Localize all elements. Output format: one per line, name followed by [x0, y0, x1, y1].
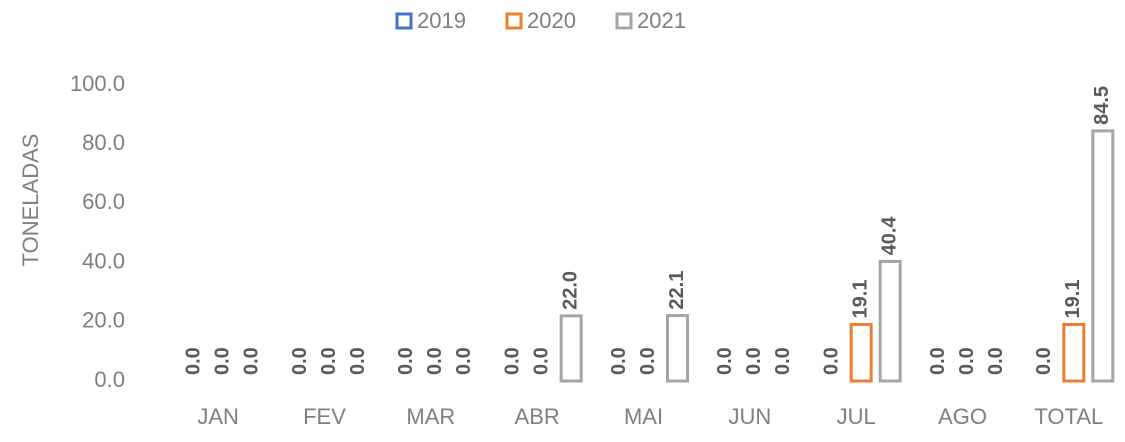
- y-tick-label: 100.0: [70, 71, 125, 96]
- bar: [559, 314, 583, 383]
- x-tick-label: MAI: [624, 404, 663, 429]
- data-label: 22.0: [559, 271, 581, 310]
- data-label: 19.1: [849, 280, 871, 319]
- x-tick-label: JUN: [728, 404, 771, 429]
- data-label: 0.0: [318, 347, 340, 375]
- legend-swatch: [615, 12, 633, 30]
- x-tick-label: JUL: [837, 404, 876, 429]
- x-tick-label: FEV: [303, 404, 346, 429]
- bar: [849, 322, 873, 383]
- x-tick-label: AGO: [938, 404, 987, 429]
- data-label: 0.0: [714, 347, 736, 375]
- legend-swatch: [395, 12, 413, 30]
- data-label: 22.1: [666, 271, 688, 310]
- x-tick-label: JAN: [197, 404, 239, 429]
- legend-swatch: [505, 12, 523, 30]
- data-label: 0.0: [1033, 347, 1055, 375]
- data-label: 0.0: [927, 347, 949, 375]
- bar: [878, 259, 902, 383]
- data-label: 84.5: [1091, 86, 1113, 125]
- data-label: 0.0: [289, 347, 311, 375]
- bar: [1062, 322, 1086, 383]
- data-label: 0.0: [240, 347, 262, 375]
- bar: [666, 314, 689, 383]
- legend-label: 2020: [527, 8, 576, 33]
- data-label: 0.0: [608, 347, 630, 375]
- data-label: 0.0: [182, 347, 204, 375]
- data-label: 0.0: [211, 347, 233, 375]
- y-tick-label: 0.0: [94, 367, 125, 392]
- bar: [1091, 129, 1115, 383]
- y-axis-title: TONELADAS: [18, 134, 43, 267]
- data-label: 19.1: [1062, 280, 1084, 319]
- x-tick-label: TOTAL: [1034, 404, 1103, 429]
- x-tick-label: ABR: [515, 404, 560, 429]
- y-tick-label: 20.0: [82, 308, 125, 333]
- data-label: 0.0: [956, 347, 978, 375]
- legend-label: 2021: [637, 8, 686, 33]
- data-label: 0.0: [743, 347, 765, 375]
- data-label: 0.0: [637, 347, 659, 375]
- data-label: 0.0: [772, 347, 794, 375]
- data-label: 0.0: [453, 347, 475, 375]
- data-label: 40.4: [878, 216, 900, 256]
- data-label: 0.0: [501, 347, 523, 375]
- legend-label: 2019: [417, 8, 466, 33]
- data-label: 0.0: [424, 347, 446, 375]
- y-tick-label: 40.0: [82, 248, 125, 273]
- y-tick-label: 60.0: [82, 189, 125, 214]
- data-label: 0.0: [820, 347, 842, 375]
- y-tick-label: 80.0: [82, 130, 125, 155]
- data-label: 0.0: [985, 347, 1007, 375]
- x-tick-label: MAR: [406, 404, 455, 429]
- data-label: 0.0: [347, 347, 369, 375]
- data-label: 0.0: [530, 347, 552, 375]
- data-label: 0.0: [395, 347, 417, 375]
